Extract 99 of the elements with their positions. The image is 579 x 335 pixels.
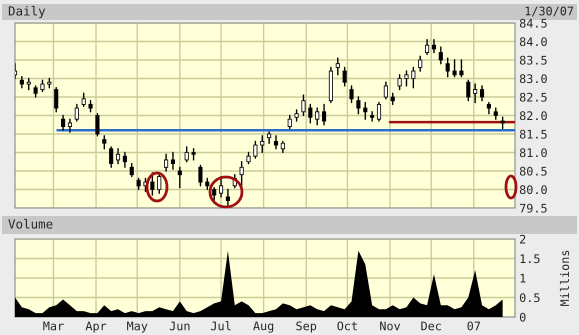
candlestick: [452, 59, 457, 78]
candlestick: [384, 82, 388, 100]
candlestick: [61, 114, 66, 131]
candlestick: [184, 146, 189, 162]
candlestick: [40, 80, 45, 92]
candlestick: [459, 59, 464, 78]
y-tick-label: 0: [520, 312, 526, 322]
candlestick: [315, 107, 320, 126]
x-tick-label: Nov: [380, 322, 400, 330]
y-tick-label: 2: [520, 234, 526, 244]
candlestick: [136, 178, 141, 190]
candlestick: [322, 104, 326, 126]
chart-title: Volume: [8, 218, 52, 229]
y-tick-label: 1.5: [520, 254, 540, 264]
candlestick: [349, 85, 354, 104]
candlestick: [308, 104, 312, 124]
candlestick: [267, 131, 272, 144]
x-tick-label: Mar: [43, 322, 64, 330]
candlestick: [205, 178, 210, 190]
candlestick: [212, 186, 216, 202]
candlestick: [390, 92, 395, 106]
y-tick-label: 81.0: [520, 148, 547, 158]
candlestick: [34, 85, 38, 98]
candlestick: [404, 70, 409, 87]
candlestick: [116, 148, 120, 164]
x-tick-label: Jul: [211, 321, 231, 330]
candlestick: [280, 140, 285, 154]
candlestick: [68, 118, 72, 133]
chart-title: Daily: [8, 6, 46, 18]
y-tick-label: 0.5: [520, 293, 540, 302]
candlestick: [411, 66, 416, 88]
candlestick: [54, 87, 58, 112]
candlestick: [88, 100, 93, 112]
candlestick: [438, 46, 443, 64]
y-tick-label: 84.5: [520, 18, 547, 28]
candlestick: [192, 148, 196, 161]
candlestick: [20, 76, 24, 88]
y-tick-label: 83.5: [520, 56, 547, 65]
candlestick: [336, 57, 340, 76]
candlestick: [150, 172, 154, 196]
candlestick: [294, 109, 299, 122]
candlestick: [486, 102, 491, 114]
candlestick: [198, 164, 203, 186]
candlestick: [47, 78, 52, 88]
candlestick: [473, 83, 478, 104]
candlestick: [376, 102, 382, 122]
candlestick: [74, 104, 79, 122]
x-tick-label: Apr: [86, 322, 106, 333]
candlestick: [95, 112, 100, 137]
candlestick: [178, 166, 182, 188]
candlestick: [240, 161, 244, 186]
candlestick: [246, 152, 251, 164]
candlestick: [356, 96, 360, 114]
y-tick-label: 84.0: [520, 37, 547, 46]
candlestick: [494, 107, 498, 120]
candlestick: [418, 56, 422, 72]
candlestick: [398, 74, 402, 90]
x-tick-label: Aug: [253, 322, 274, 333]
candlestick: [466, 80, 470, 102]
x-tick-label: Dec: [421, 322, 441, 330]
candlestick: [446, 57, 450, 78]
x-tick-label: Jun: [170, 322, 190, 330]
y-tick-label: 80.5: [520, 166, 547, 176]
candlestick: [500, 116, 505, 130]
candlestick: [260, 135, 264, 154]
y-tick-label: 83.0: [520, 74, 547, 84]
candlestick: [122, 152, 127, 168]
candlestick: [26, 78, 31, 90]
candlestick: [102, 135, 106, 150]
candlestick: [301, 94, 306, 116]
candlestick: [82, 92, 86, 107]
y-tick-label: 1: [520, 274, 526, 283]
y-tick-label: 81.5: [520, 130, 547, 139]
y-tick-label: 79.5: [520, 204, 547, 213]
x-tick-label: Sep: [296, 321, 316, 333]
text: 1/30/07: [526, 6, 574, 16]
candlestick: [370, 111, 374, 122]
candlestick: [109, 146, 114, 168]
candlestick: [130, 162, 134, 178]
y-tick-label: 82.0: [520, 111, 547, 120]
candlestick: [274, 135, 278, 150]
candlestick: [480, 85, 484, 102]
x-tick-label: 07: [467, 321, 480, 330]
candlestick: [342, 66, 347, 87]
candlestick: [226, 188, 230, 207]
candlestick: [425, 38, 430, 56]
candlestick: [164, 154, 168, 172]
candlestick: [288, 114, 292, 130]
y-axis-title: Millions: [560, 250, 570, 306]
candlestick: [170, 152, 176, 170]
candlestick: [218, 176, 224, 198]
y-tick-label: 80.0: [520, 185, 547, 194]
y-tick-label: 82.5: [520, 92, 547, 102]
candlestick: [157, 172, 162, 194]
x-tick-label: May: [127, 322, 148, 333]
x-tick-label: Oct: [337, 321, 357, 330]
candlestick: [253, 140, 258, 159]
candlestick: [432, 38, 436, 54]
candlestick: [363, 102, 368, 120]
